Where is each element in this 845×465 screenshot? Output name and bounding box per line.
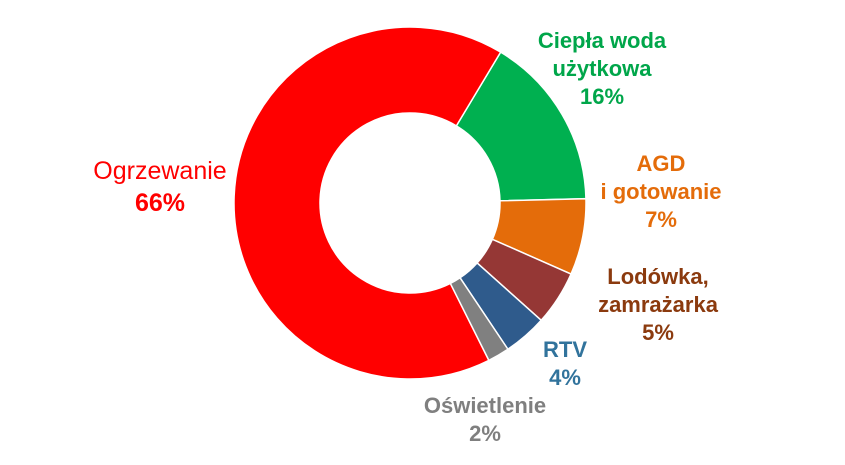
label-slice-5: Ogrzewanie 66% bbox=[80, 155, 240, 219]
label-slice-4-value: 2% bbox=[469, 421, 501, 446]
label-slice-0-value: 16% bbox=[579, 84, 625, 109]
label-slice-3-line-1: RTV bbox=[543, 337, 587, 362]
label-slice-0-line-2: użytkowa bbox=[552, 56, 652, 81]
label-slice-0: Ciepła woda użytkowa 16% bbox=[527, 27, 677, 111]
label-slice-4-line-1: Oświetlenie bbox=[423, 393, 547, 418]
label-slice-1-line-2: i gotowanie bbox=[600, 179, 722, 204]
label-slice-1-value: 7% bbox=[645, 207, 677, 232]
label-slice-0-line-1: Ciepła woda bbox=[537, 28, 667, 53]
label-slice-2-line-2: zamrażarka bbox=[598, 292, 718, 317]
slice-0 bbox=[455, 51, 587, 202]
label-slice-2-line-1: Lodówka, bbox=[607, 264, 709, 289]
label-slice-4: Oświetlenie 2% bbox=[410, 392, 560, 448]
label-slice-5-value: 66% bbox=[134, 189, 186, 217]
label-slice-3: RTV 4% bbox=[525, 336, 605, 392]
label-slice-2: Lodówka, zamrażarka 5% bbox=[583, 263, 733, 347]
label-slice-1-line-1: AGD bbox=[636, 151, 686, 176]
label-slice-5-line-1: Ogrzewanie bbox=[93, 157, 227, 185]
slice-5 bbox=[233, 26, 502, 380]
label-slice-3-value: 4% bbox=[549, 365, 581, 390]
label-slice-2-value: 5% bbox=[642, 320, 674, 345]
label-slice-1: AGD i gotowanie 7% bbox=[586, 150, 736, 234]
